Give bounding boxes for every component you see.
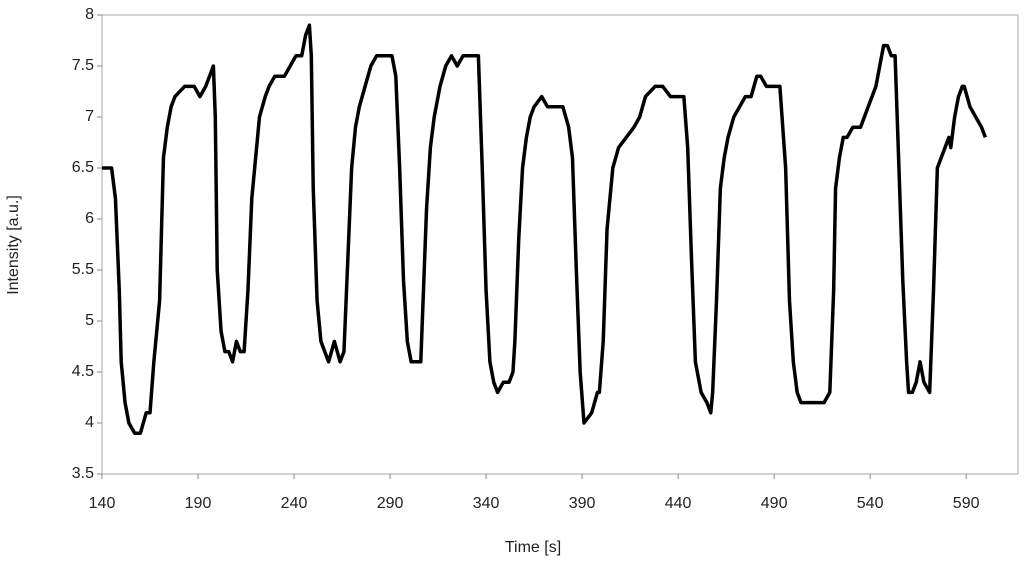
x-axis-title: Time [s] (505, 539, 561, 556)
x-tick-label: 390 (569, 495, 596, 512)
x-tick-label: 340 (473, 495, 500, 512)
x-tick-label: 140 (89, 495, 116, 512)
y-tick-label: 7.5 (72, 57, 94, 74)
y-tick-label: 5 (85, 312, 94, 329)
y-tick-label: 4.5 (72, 363, 94, 380)
x-tick-label: 290 (377, 495, 404, 512)
x-tick-label: 440 (665, 495, 692, 512)
y-tick-label: 4 (85, 414, 94, 431)
y-axis-title: Intensity [a.u.] (5, 195, 22, 295)
y-tick-label: 3.5 (72, 465, 94, 482)
y-tick-label: 6 (85, 210, 94, 227)
y-tick-label: 6.5 (72, 159, 94, 176)
x-tick-label: 190 (185, 495, 212, 512)
x-tick-label: 540 (857, 495, 884, 512)
x-tick-label: 490 (761, 495, 788, 512)
y-tick-label: 8 (85, 6, 94, 23)
y-tick-label: 5.5 (72, 261, 94, 278)
plot-area (101, 14, 1019, 475)
x-tick-label: 590 (953, 495, 980, 512)
data-line (102, 23, 987, 435)
x-tick-label: 240 (281, 495, 308, 512)
y-tick-label: 7 (85, 108, 94, 125)
